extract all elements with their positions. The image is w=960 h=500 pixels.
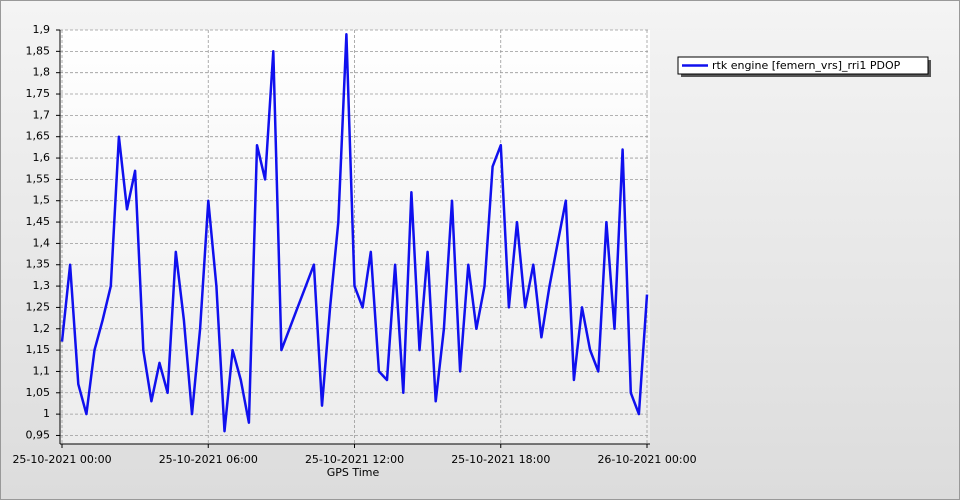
y-tick-label: 1,2 [33, 322, 51, 335]
y-tick-label: 1 [43, 407, 50, 420]
legend-box [677, 56, 929, 75]
x-axis-label: GPS Time [327, 466, 380, 479]
y-tick-label: 1,4 [33, 236, 51, 249]
y-tick-label: 1,55 [26, 172, 51, 185]
data-line [60, 33, 649, 433]
x-tick-label: 25-10-2021 18:00 [451, 453, 550, 466]
x-tick-label: 26-10-2021 00:00 [597, 453, 696, 466]
x-tick-label: 25-10-2021 12:00 [305, 453, 404, 466]
y-tick-label: 1,9 [33, 23, 51, 36]
plot-area [60, 30, 650, 444]
y-tick-label: 1,15 [26, 343, 51, 356]
legend-label: rtk engine [femern_vrs]_rri1 PDOP [712, 59, 901, 72]
y-tick-label: 1,3 [33, 279, 51, 292]
y-tick-label: 1,7 [33, 108, 51, 121]
y-tick-label: 1,05 [26, 386, 51, 399]
y-tick-label: 1,8 [33, 66, 51, 79]
y-tick-label: 1,75 [26, 87, 51, 100]
y-tick-label: 1,1 [33, 364, 51, 377]
y-tick-label: 1,5 [33, 194, 51, 207]
y-tick-label: 1,35 [26, 258, 51, 271]
y-tick-label: 1,85 [26, 44, 51, 57]
y-tick-label: 1,6 [33, 151, 51, 164]
y-tick-label: 1,45 [26, 215, 51, 228]
y-tick-label: 1,65 [26, 130, 51, 143]
x-tick-label: 25-10-2021 06:00 [159, 453, 258, 466]
y-tick-label: 1,25 [26, 300, 51, 313]
y-tick-label: 0,95 [26, 428, 51, 441]
x-tick-label: 25-10-2021 00:00 [12, 453, 111, 466]
